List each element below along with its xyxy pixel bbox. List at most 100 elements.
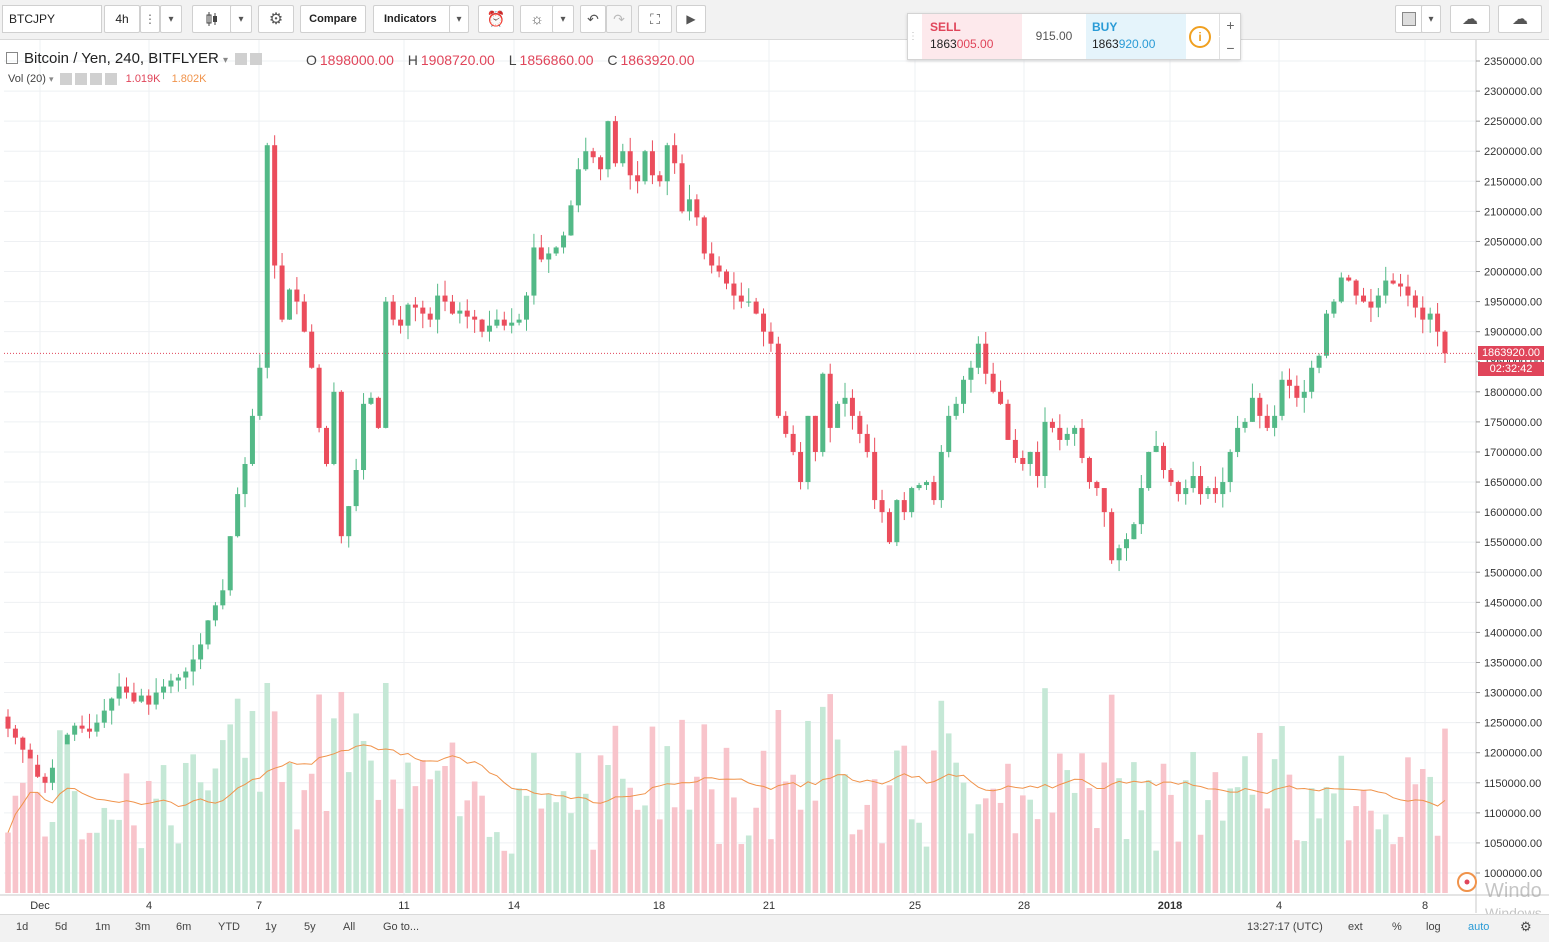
price-axis-label: 2300000.00 <box>1484 86 1542 98</box>
candle-body <box>590 151 596 158</box>
undo-icon[interactable]: ↶ <box>580 5 606 33</box>
open-value: 1898000.00 <box>319 52 394 68</box>
volume-close-icon[interactable] <box>104 73 117 86</box>
ideas-dropdown-icon[interactable] <box>552 5 574 33</box>
interval-dropdown-icon[interactable] <box>160 5 182 33</box>
indicators-button[interactable]: Indicators <box>373 5 451 33</box>
candle-body <box>864 433 870 452</box>
volume-bar <box>538 808 545 893</box>
volume-bar <box>79 839 85 893</box>
ext-toggle[interactable]: ext <box>1348 921 1363 933</box>
range-1y[interactable]: 1y <box>265 921 277 933</box>
time-axis-label: 18 <box>653 900 665 912</box>
volume-bar <box>71 791 78 893</box>
volume-bar <box>508 853 515 893</box>
redo-icon[interactable]: ↷ <box>606 5 632 33</box>
price-axis-label: 1800000.00 <box>1484 387 1542 399</box>
candle-body <box>1146 451 1152 489</box>
cloud-upload-icon[interactable]: ☁ <box>1498 5 1542 33</box>
volume-bar <box>1242 756 1248 893</box>
series-title[interactable]: Bitcoin / Yen, 240, BITFLYER ▾ <box>6 50 263 67</box>
price-axis-label: 1900000.00 <box>1484 327 1542 339</box>
volume-bar <box>1271 759 1278 893</box>
auto-toggle[interactable]: auto <box>1468 921 1490 933</box>
volume-bar <box>160 765 167 893</box>
collapse-icon[interactable] <box>6 52 18 64</box>
candle-body <box>361 403 367 471</box>
volume-bar <box>1019 795 1026 893</box>
range-3m[interactable]: 3m <box>135 921 151 933</box>
range-1m[interactable]: 1m <box>95 921 111 933</box>
volume-bar <box>738 844 745 893</box>
volume-bar <box>1405 757 1411 893</box>
percent-toggle[interactable]: % <box>1392 921 1402 933</box>
volume-bar <box>471 781 478 893</box>
range-6m[interactable]: 6m <box>176 921 192 933</box>
bottom-settings-icon[interactable]: ⚙ <box>1520 919 1532 934</box>
range-1d[interactable]: 1d <box>16 921 29 933</box>
volume-bar <box>486 836 493 893</box>
volume-bar <box>782 781 789 893</box>
range-ytd[interactable]: YTD <box>218 921 240 933</box>
compare-button[interactable]: Compare <box>300 5 366 33</box>
candle-body <box>568 205 574 236</box>
volume-add-icon[interactable] <box>89 73 102 86</box>
plus-button[interactable]: + <box>1219 14 1241 36</box>
alert-clock-icon[interactable]: ⏰ <box>478 5 514 33</box>
volume-bar <box>94 832 100 893</box>
minus-button[interactable]: − <box>1219 37 1241 59</box>
price-axis-label: 1450000.00 <box>1484 597 1542 609</box>
replay-play-icon[interactable]: ▶ <box>676 5 706 33</box>
candle-body <box>1316 355 1322 368</box>
volume-bar <box>849 834 856 893</box>
cloud-download-icon[interactable]: ☁ <box>1450 5 1490 33</box>
volume-bar <box>545 793 552 893</box>
candle-body <box>1272 415 1278 428</box>
fullscreen-icon[interactable]: ⛶ <box>638 5 672 33</box>
volume-bar <box>405 762 411 893</box>
info-icon[interactable]: i <box>1189 26 1211 48</box>
volume-bar <box>227 724 234 893</box>
layout-square-icon[interactable] <box>1395 5 1423 33</box>
candle-body <box>679 163 685 212</box>
candle-body <box>1405 286 1411 296</box>
range-5y[interactable]: 5y <box>304 921 316 933</box>
range-5d[interactable]: 5d <box>55 921 68 933</box>
chart-style-dropdown-icon[interactable] <box>230 5 252 33</box>
volume-bar <box>138 848 145 893</box>
sell-button[interactable]: SELL 1863005.00 <box>922 14 1022 59</box>
volume-eye-icon[interactable] <box>59 73 72 86</box>
candle-body <box>724 271 729 284</box>
volume-bar <box>101 807 108 893</box>
symbol-input[interactable]: BTCJPY <box>2 5 102 33</box>
legend-settings-icon[interactable] <box>250 53 263 66</box>
volume-bar <box>1064 770 1071 893</box>
volume-settings-icon[interactable] <box>74 73 87 86</box>
volume-bar <box>42 836 48 893</box>
price-axis-label: 1100000.00 <box>1484 808 1541 820</box>
countdown-tag: 02:32:42 <box>1478 362 1544 376</box>
volume-bar <box>708 789 715 893</box>
goto-button[interactable]: Go to... <box>383 921 420 933</box>
interval-more-icon[interactable]: ⋮ <box>140 5 160 33</box>
candle-body <box>27 749 33 765</box>
price-chart[interactable]: 2350000.00 2300000.00 2250000.00 2200000.00… <box>0 40 1549 914</box>
candle-body <box>398 319 404 326</box>
log-toggle[interactable]: log <box>1426 921 1441 933</box>
windows-watermark: Windo <box>1485 880 1542 902</box>
price-axis-label: 1300000.00 <box>1484 688 1542 700</box>
indicators-dropdown-icon[interactable] <box>449 5 469 33</box>
candles-style-icon[interactable] <box>192 5 232 33</box>
settings-gear-icon[interactable]: ⚙ <box>258 5 294 33</box>
buy-button[interactable]: BUY 1863920.00 <box>1086 14 1186 59</box>
interval-button[interactable]: 4h <box>104 5 140 33</box>
layout-dropdown-icon[interactable] <box>1421 5 1441 33</box>
utc-time[interactable]: 13:27:17 (UTC) <box>1247 921 1323 933</box>
range-all[interactable]: All <box>343 921 356 933</box>
eye-icon[interactable] <box>235 53 248 66</box>
candle-body <box>1442 331 1448 354</box>
volume-bar <box>131 825 137 893</box>
ideas-bulb-icon[interactable]: ☼ <box>520 5 554 33</box>
volume-bar <box>1427 776 1433 893</box>
drag-handle-icon[interactable]: ⋮⋮ <box>908 31 928 42</box>
